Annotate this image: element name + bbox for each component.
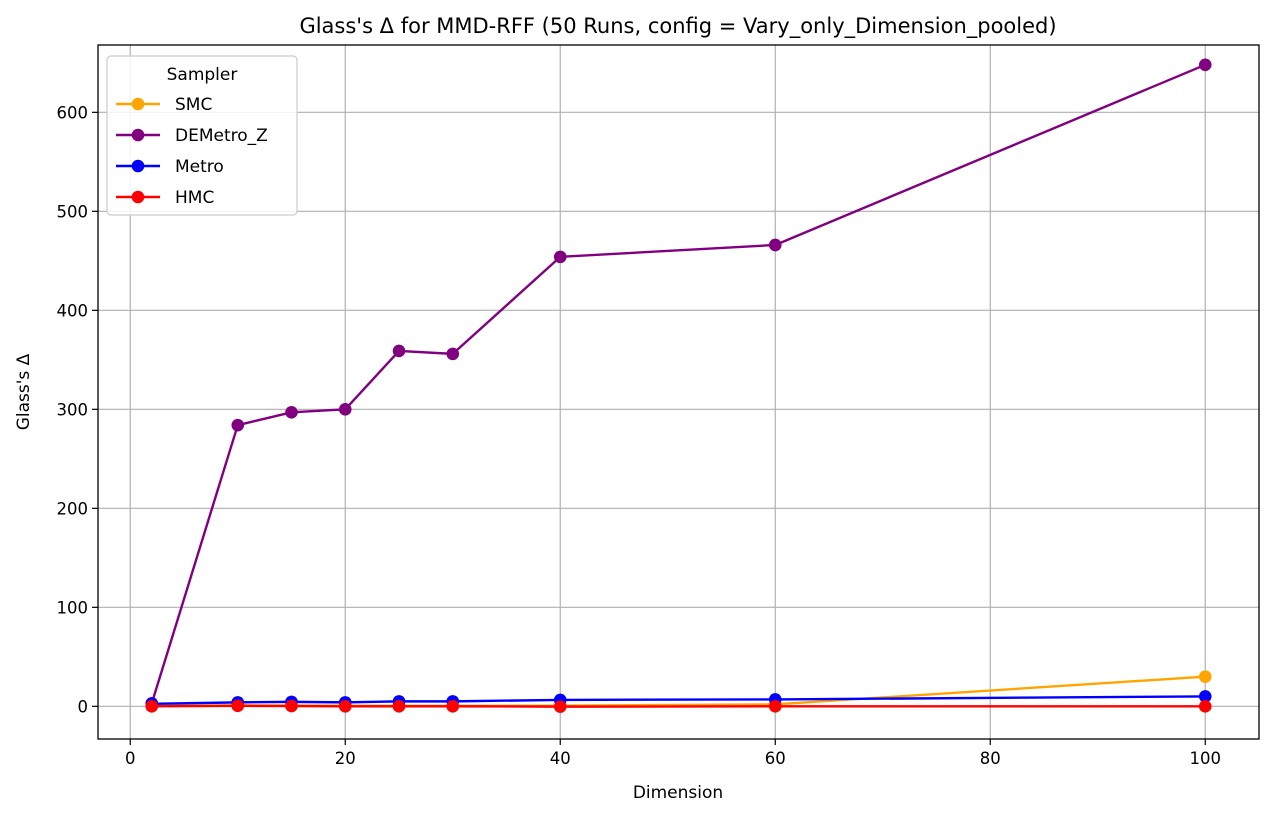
data-point-hmc (145, 700, 159, 713)
legend-swatch-marker (131, 128, 145, 142)
series-layer (145, 58, 1212, 713)
legend-item-demetro-z: DEMetro_Z (116, 126, 268, 146)
ticks: 0 20 40 60 80 100 0 100 200 300 400 500 600 (57, 103, 1222, 768)
data-point-hmc (768, 700, 782, 713)
y-tick-label: 600 (57, 103, 89, 122)
x-tick-label: 80 (980, 749, 1001, 768)
data-point-demetro-z (392, 344, 406, 358)
legend-item-hmc: HMC (116, 188, 214, 208)
series-line-hmc (151, 704, 1206, 708)
data-point-hmc (446, 700, 460, 713)
series-demetro-z (145, 58, 1212, 710)
legend-label: SMC (175, 95, 212, 115)
y-tick-label: 500 (57, 202, 89, 221)
data-point-demetro-z (553, 250, 567, 264)
series-hmc (145, 699, 1212, 713)
legend-swatch-marker (131, 190, 145, 204)
y-tick-label: 300 (57, 400, 89, 419)
chart-title: Glass's Δ for MMD-RFF (50 Runs, config =… (299, 14, 1056, 39)
data-point-demetro-z (285, 405, 298, 419)
x-tick-label: 20 (335, 749, 356, 768)
legend: Sampler SMC DEMetro_Z Metro HMC (106, 55, 298, 216)
data-point-hmc (1198, 700, 1212, 713)
x-tick-label: 100 (1190, 749, 1222, 768)
legend-label: HMC (175, 188, 214, 208)
data-point-demetro-z (1198, 58, 1212, 72)
y-tick-label: 100 (57, 598, 89, 617)
legend-swatch-marker (131, 159, 145, 173)
data-point-demetro-z (768, 238, 782, 252)
series-line-metro (151, 695, 1206, 706)
y-axis-label: Glass's Δ (14, 353, 34, 430)
data-point-demetro-z (231, 418, 245, 432)
legend-item-smc: SMC (116, 95, 212, 115)
data-point-demetro-z (446, 347, 460, 361)
y-tick-label: 0 (78, 697, 89, 716)
legend-item-metro: Metro (116, 157, 224, 177)
x-axis-label: Dimension (633, 783, 723, 803)
data-point-smc (1198, 670, 1212, 683)
data-point-hmc (392, 700, 406, 713)
data-point-hmc (285, 699, 298, 713)
legend-title: Sampler (167, 65, 238, 85)
legend-swatch-marker (131, 97, 145, 111)
legend-box (106, 55, 298, 216)
y-tick-label: 400 (57, 301, 89, 320)
data-point-metro (1198, 690, 1212, 703)
data-point-hmc (231, 699, 245, 713)
legend-label: Metro (175, 157, 224, 177)
data-point-hmc (338, 700, 352, 713)
x-tick-label: 0 (125, 749, 136, 768)
data-point-hmc (553, 700, 567, 713)
legend-label: DEMetro_Z (175, 126, 268, 146)
plot-frame (97, 44, 1260, 740)
x-tick-label: 60 (765, 749, 786, 768)
data-point-demetro-z (338, 403, 352, 416)
y-tick-label: 200 (57, 499, 89, 518)
x-tick-label: 40 (550, 749, 571, 768)
